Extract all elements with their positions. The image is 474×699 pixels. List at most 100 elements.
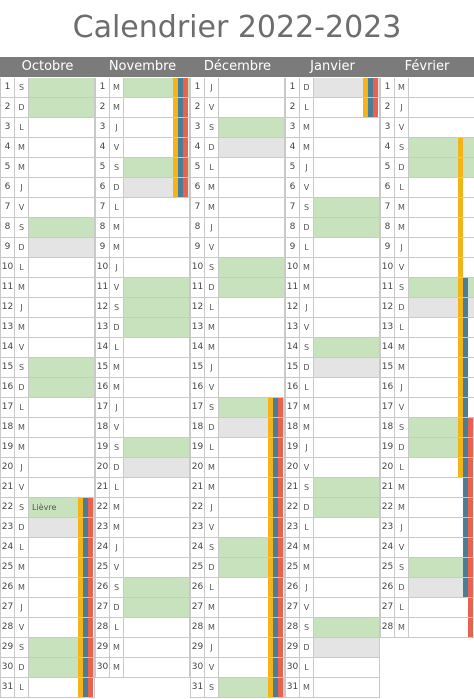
day-cell[interactable]	[219, 358, 285, 377]
day-cell[interactable]	[314, 318, 380, 337]
day-cell[interactable]	[29, 98, 95, 117]
day-cell[interactable]	[314, 578, 380, 597]
day-cell[interactable]	[314, 258, 380, 277]
day-cell[interactable]	[219, 638, 285, 657]
day-cell[interactable]	[409, 138, 474, 157]
day-cell[interactable]	[124, 138, 190, 157]
day-cell[interactable]	[124, 198, 190, 217]
day-cell[interactable]	[124, 518, 190, 537]
day-cell[interactable]	[29, 558, 95, 577]
day-cell[interactable]	[409, 218, 474, 237]
day-cell[interactable]	[409, 338, 474, 357]
day-cell[interactable]	[409, 378, 474, 397]
day-cell[interactable]	[124, 238, 190, 257]
day-cell[interactable]	[29, 618, 95, 637]
day-cell[interactable]	[29, 178, 95, 197]
day-cell[interactable]	[124, 578, 190, 597]
day-cell[interactable]	[409, 618, 474, 637]
day-cell[interactable]	[124, 618, 190, 637]
day-cell[interactable]	[29, 358, 95, 377]
day-cell[interactable]	[314, 618, 380, 637]
day-cell[interactable]	[314, 158, 380, 177]
day-cell[interactable]	[29, 678, 95, 697]
day-cell[interactable]	[314, 138, 380, 157]
day-cell[interactable]	[314, 678, 380, 697]
day-cell[interactable]	[219, 98, 285, 117]
day-cell[interactable]	[409, 418, 474, 437]
day-cell[interactable]	[314, 278, 380, 297]
day-cell[interactable]	[314, 458, 380, 477]
day-cell[interactable]	[124, 98, 190, 117]
day-cell[interactable]	[219, 198, 285, 217]
day-cell[interactable]	[29, 418, 95, 437]
day-cell[interactable]	[124, 118, 190, 137]
day-cell[interactable]	[314, 598, 380, 617]
day-cell[interactable]	[124, 458, 190, 477]
day-cell[interactable]	[409, 238, 474, 257]
day-cell[interactable]	[219, 458, 285, 477]
day-cell[interactable]	[124, 598, 190, 617]
day-cell[interactable]	[124, 398, 190, 417]
day-cell[interactable]	[409, 118, 474, 137]
day-cell[interactable]	[219, 538, 285, 557]
day-cell[interactable]	[124, 158, 190, 177]
day-cell[interactable]	[409, 158, 474, 177]
day-cell[interactable]	[314, 558, 380, 577]
day-cell[interactable]: Lièvre	[29, 498, 95, 517]
day-cell[interactable]	[314, 398, 380, 417]
day-cell[interactable]	[29, 578, 95, 597]
day-cell[interactable]	[219, 138, 285, 157]
day-cell[interactable]	[124, 438, 190, 457]
day-cell[interactable]	[29, 318, 95, 337]
day-cell[interactable]	[29, 338, 95, 357]
day-cell[interactable]	[124, 358, 190, 377]
day-cell[interactable]	[219, 478, 285, 497]
day-cell[interactable]	[219, 398, 285, 417]
day-cell[interactable]	[124, 498, 190, 517]
day-cell[interactable]	[314, 478, 380, 497]
day-cell[interactable]	[314, 178, 380, 197]
day-cell[interactable]	[409, 98, 474, 117]
day-cell[interactable]	[314, 358, 380, 377]
day-cell[interactable]	[409, 198, 474, 217]
day-cell[interactable]	[219, 378, 285, 397]
day-cell[interactable]	[29, 298, 95, 317]
day-cell[interactable]	[219, 238, 285, 257]
day-cell[interactable]	[314, 338, 380, 357]
day-cell[interactable]	[219, 338, 285, 357]
day-cell[interactable]	[124, 318, 190, 337]
day-cell[interactable]	[314, 118, 380, 137]
day-cell[interactable]	[314, 298, 380, 317]
day-cell[interactable]	[219, 178, 285, 197]
day-cell[interactable]	[219, 658, 285, 677]
day-cell[interactable]	[124, 658, 190, 677]
day-cell[interactable]	[409, 438, 474, 457]
day-cell[interactable]	[314, 418, 380, 437]
day-cell[interactable]	[29, 638, 95, 657]
day-cell[interactable]	[314, 638, 380, 657]
day-cell[interactable]	[409, 298, 474, 317]
day-cell[interactable]	[409, 498, 474, 517]
day-cell[interactable]	[409, 78, 474, 97]
day-cell[interactable]	[29, 198, 95, 217]
day-cell[interactable]	[314, 98, 380, 117]
day-cell[interactable]	[219, 438, 285, 457]
day-cell[interactable]	[314, 498, 380, 517]
day-cell[interactable]	[219, 298, 285, 317]
day-cell[interactable]	[29, 138, 95, 157]
day-cell[interactable]	[219, 618, 285, 637]
day-cell[interactable]	[29, 398, 95, 417]
day-cell[interactable]	[29, 118, 95, 137]
day-cell[interactable]	[219, 678, 285, 697]
day-cell[interactable]	[219, 558, 285, 577]
day-cell[interactable]	[124, 558, 190, 577]
day-cell[interactable]	[219, 258, 285, 277]
day-cell[interactable]	[124, 338, 190, 357]
day-cell[interactable]	[409, 558, 474, 577]
day-cell[interactable]	[219, 158, 285, 177]
day-cell[interactable]	[314, 658, 380, 677]
day-cell[interactable]	[29, 278, 95, 297]
day-cell[interactable]	[409, 578, 474, 597]
day-cell[interactable]	[314, 218, 380, 237]
day-cell[interactable]	[29, 598, 95, 617]
